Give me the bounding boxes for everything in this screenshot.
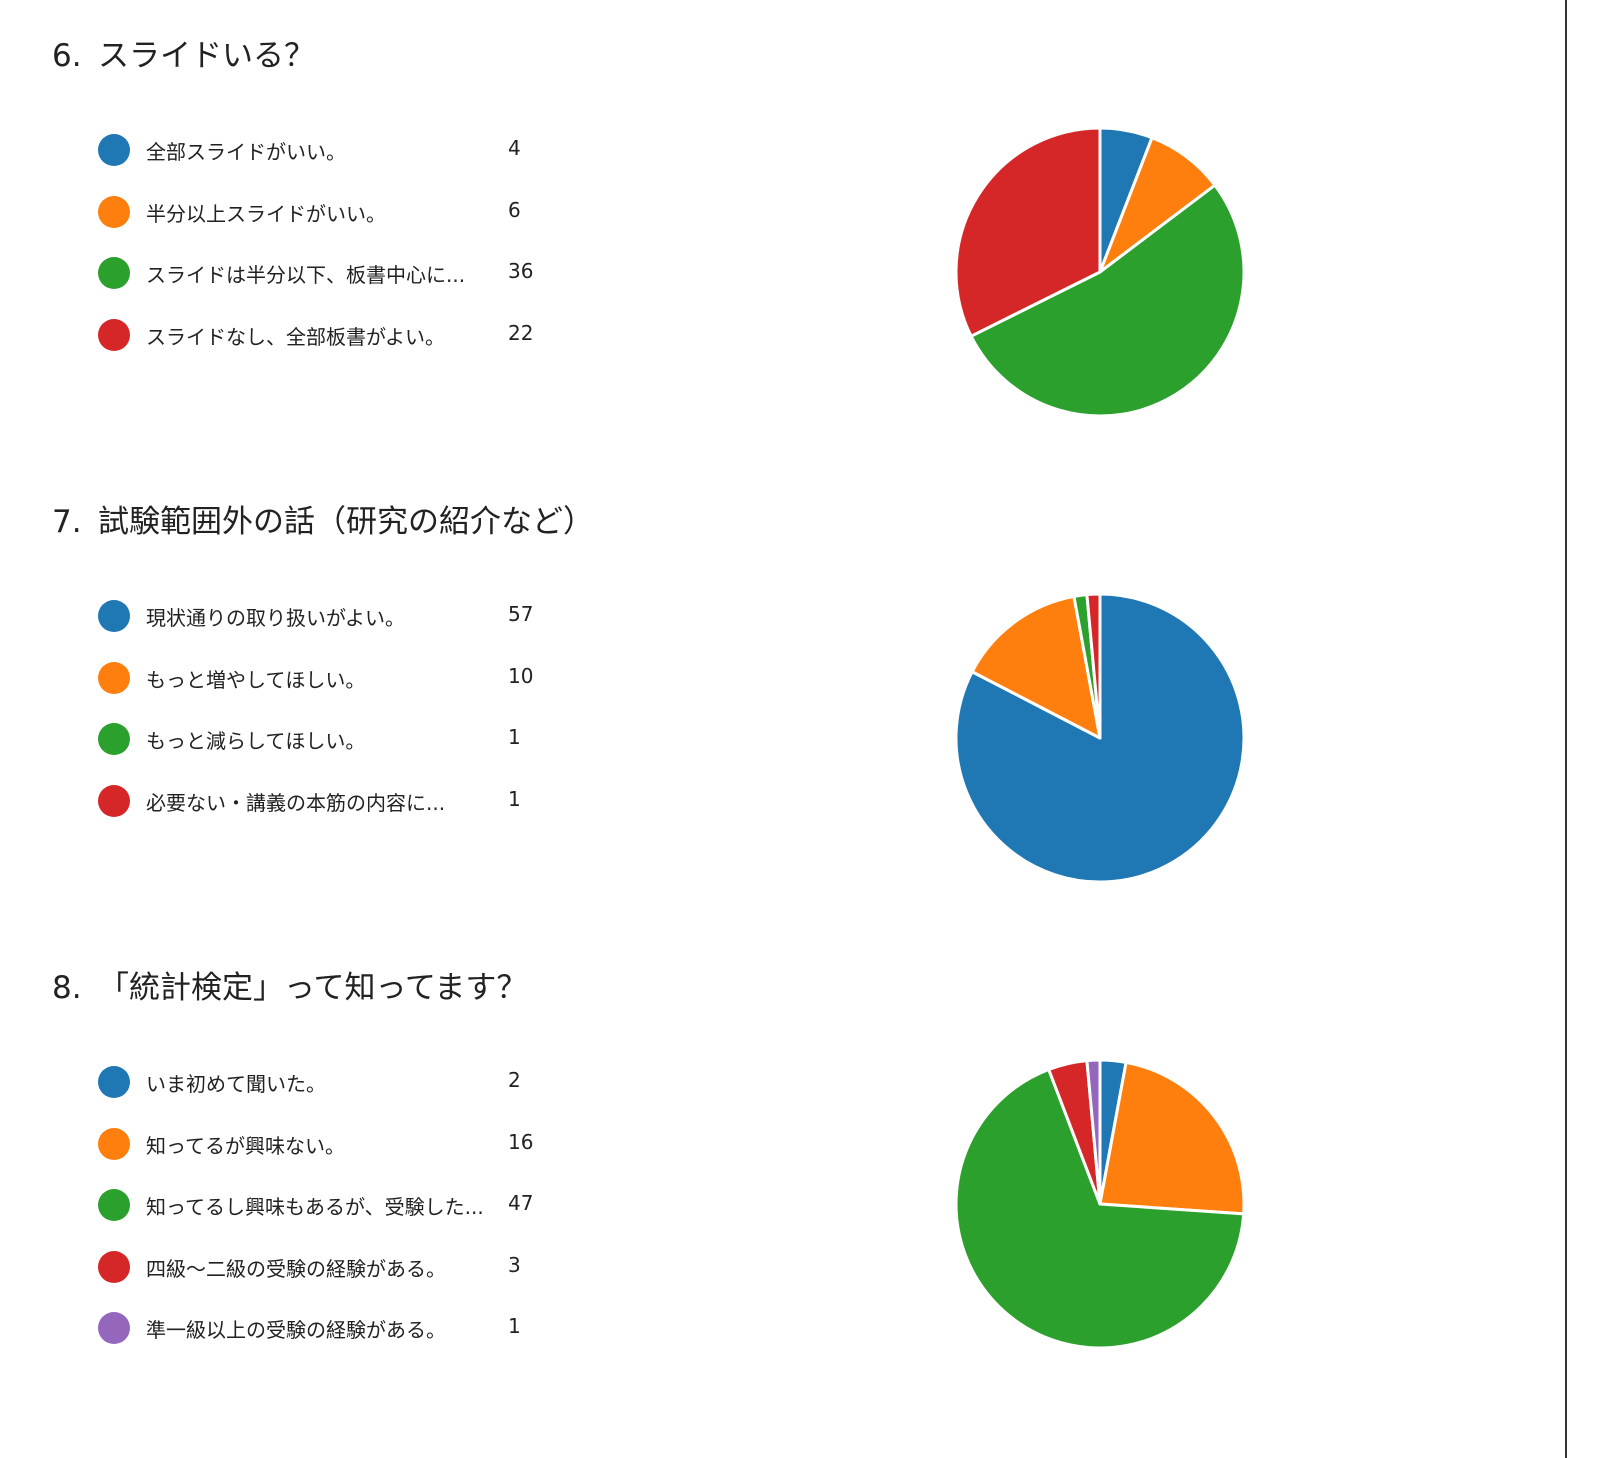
legend-item: スライドなし、全部板書がよい。 22 [98, 317, 558, 379]
legend-swatch [98, 661, 130, 694]
question-title: 7. 試験範囲外の話（研究の紹介など） [52, 496, 594, 541]
legend-swatch [98, 784, 130, 817]
legend-label: 知ってるし興味もあるが、受験した... [146, 1195, 484, 1219]
legend-swatch [98, 195, 130, 228]
question-text: 試験範囲外の話（研究の紹介など） [98, 504, 594, 540]
legend-value: 57 [508, 602, 534, 626]
legend-label: スライドなし、全部板書がよい。 [146, 324, 445, 349]
legend-swatch [98, 1066, 130, 1098]
legend-value: 3 [508, 1252, 521, 1277]
question-title: 8. 「統計検定」って知ってます？ [52, 962, 527, 1007]
question-section: 7. 試験範囲外の話（研究の紹介など） 現状通りの取り扱いがよい。 57 もっと増やして… [0, 466, 1560, 932]
pie-slice[interactable] [954, 592, 1246, 884]
legend-swatch [98, 318, 130, 351]
legend-item: 必要ない・講義の本筋の内容に... 1 [98, 783, 558, 845]
legend-label: 半分以上スライドがいい。 [146, 201, 386, 226]
legend-value: 6 [508, 197, 521, 222]
legend-swatch [98, 723, 130, 755]
legend-swatch [98, 1250, 130, 1283]
legend-label: 全部スライドがいい。 [146, 140, 346, 164]
legend-item: スライドは半分以下、板書中心に... 36 [98, 255, 558, 317]
legend-value: 4 [508, 136, 521, 160]
legend-swatch [98, 1312, 130, 1344]
legend-label: 四級～二級の受験の経験がある。 [146, 1256, 446, 1281]
legend-item: もっと減らしてほしい。 1 [98, 721, 558, 783]
legend-swatch [98, 1189, 130, 1221]
question-title: 6. スライドいる？ [52, 30, 315, 75]
pie-slice[interactable] [1098, 1060, 1246, 1216]
window-border [1565, 0, 1567, 1458]
legend-label: いま初めて聞いた。 [146, 1072, 326, 1096]
legend-value: 1 [508, 725, 521, 749]
pie-slice[interactable] [954, 1067, 1246, 1350]
legend-item: 知ってるし興味もあるが、受験した... 47 [98, 1187, 558, 1249]
legend-label: スライドは半分以下、板書中心に... [146, 263, 466, 287]
legend-label: 知ってるが興味ない。 [146, 1133, 345, 1158]
question-text: スライドいる？ [98, 38, 315, 74]
legend-item: 現状通りの取り扱いがよい。 57 [98, 598, 558, 660]
legend-item: 半分以上スライドがいい。 6 [98, 194, 558, 256]
legend-item: いま初めて聞いた。 2 [98, 1064, 558, 1126]
pie-chart [954, 126, 1246, 418]
legend: 現状通りの取り扱いがよい。 57 もっと増やしてほしい。 10 もっと減らしてほしい。 1… [98, 598, 558, 844]
legend-label: 現状通りの取り扱いがよい。 [146, 606, 405, 630]
legend-label: もっと減らしてほしい。 [146, 729, 366, 753]
pie-slice[interactable] [954, 126, 1102, 338]
pie-chart [954, 592, 1246, 884]
legend-swatch [98, 1127, 130, 1160]
legend-swatch [98, 257, 130, 289]
legend-item: もっと増やしてほしい。 10 [98, 660, 558, 722]
legend-item: 知ってるが興味ない。 16 [98, 1126, 558, 1188]
legend-swatch [98, 134, 130, 166]
pie-chart [954, 1058, 1246, 1350]
legend-value: 2 [508, 1068, 521, 1092]
legend-value: 16 [508, 1129, 534, 1154]
legend: 全部スライドがいい。 4 半分以上スライドがいい。 6 スライドは半分以下、板書中心に.… [98, 132, 558, 378]
legend-value: 22 [508, 320, 534, 345]
question-text: 「統計検定」って知ってます？ [98, 970, 528, 1006]
pie-slice[interactable] [969, 183, 1246, 418]
legend-item: 準一級以上の受験の経験がある。 1 [98, 1310, 558, 1372]
pie-slice[interactable] [1085, 1058, 1102, 1206]
legend-label: 準一級以上の受験の経験がある。 [146, 1318, 446, 1342]
pie-slice[interactable] [1085, 592, 1102, 740]
legend-value: 36 [508, 259, 534, 283]
question-number: 6. [52, 38, 82, 74]
legend-value: 1 [508, 786, 521, 811]
question-section: 6. スライドいる？ 全部スライドがいい。 4 半分以上スライドがいい。 6 スライドは半分… [0, 0, 1560, 466]
question-number: 8. [52, 970, 82, 1006]
pie-slice[interactable] [970, 594, 1102, 740]
legend-value: 10 [508, 663, 534, 688]
legend-label: もっと増やしてほしい。 [146, 667, 366, 692]
legend-swatch [98, 600, 130, 632]
legend: いま初めて聞いた。 2 知ってるが興味ない。 16 知ってるし興味もあるが、受験した..… [98, 1064, 558, 1372]
legend-label: 必要ない・講義の本筋の内容に... [146, 790, 446, 815]
legend-item: 全部スライドがいい。 4 [98, 132, 558, 194]
legend-value: 1 [508, 1314, 521, 1338]
legend-item: 四級～二級の受験の経験がある。 3 [98, 1249, 558, 1311]
legend-value: 47 [508, 1191, 534, 1215]
question-section: 8. 「統計検定」って知ってます？ いま初めて聞いた。 2 知ってるが興味ない。 16 知っ… [0, 932, 1560, 1398]
question-number: 7. [52, 504, 82, 540]
